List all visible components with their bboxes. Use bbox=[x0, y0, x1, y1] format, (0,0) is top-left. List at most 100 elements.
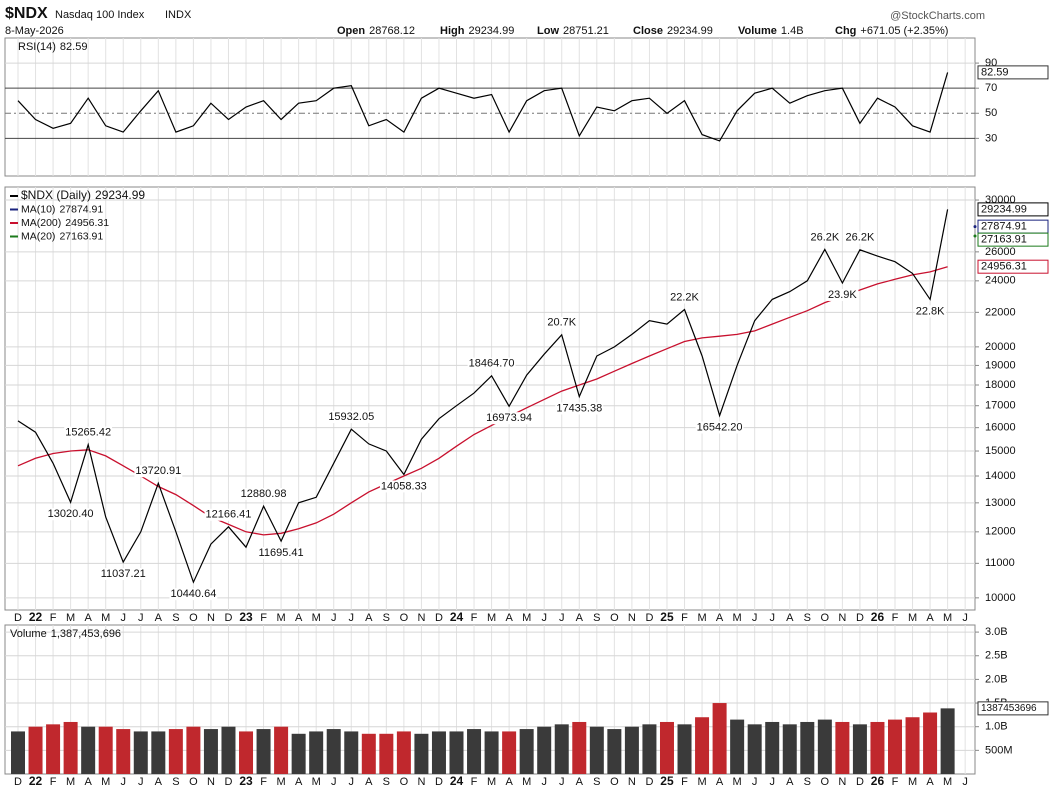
x-tick-label: A bbox=[84, 776, 92, 788]
annotation-box bbox=[546, 316, 578, 329]
volume-bar bbox=[607, 729, 622, 774]
x-tick-label: A bbox=[295, 776, 303, 788]
x-tick-label: A bbox=[786, 776, 794, 788]
x-tick-label: F bbox=[471, 776, 478, 788]
volume-bar bbox=[589, 726, 604, 774]
y-tick-label: 13000 bbox=[985, 497, 1016, 509]
x-tick-label: O bbox=[189, 612, 198, 624]
volume-bar bbox=[11, 731, 25, 774]
x-tick-label: S bbox=[172, 612, 179, 624]
volume-bar bbox=[133, 731, 148, 774]
legend-name: MA(10) bbox=[21, 203, 55, 215]
x-tick-label: F bbox=[681, 612, 688, 624]
volume-bar bbox=[46, 724, 61, 774]
annotation: 13020.40 bbox=[46, 508, 95, 521]
volume-bar bbox=[168, 729, 183, 774]
annotation-label: 10440.64 bbox=[170, 588, 216, 600]
x-tick-label: A bbox=[926, 776, 934, 788]
annotation-box bbox=[485, 412, 534, 425]
annotation-box bbox=[169, 588, 218, 601]
volume-bar bbox=[624, 726, 639, 774]
x-tick-label: J bbox=[541, 776, 547, 788]
value-box-label: 82.59 bbox=[981, 66, 1009, 78]
annotation: 17435.38 bbox=[555, 402, 604, 415]
volume-bar bbox=[905, 717, 920, 774]
x-tick-label: 26 bbox=[871, 774, 885, 788]
value-box-label: 1387453696 bbox=[981, 703, 1037, 714]
x-tick-label: F bbox=[260, 612, 267, 624]
volume-bar bbox=[291, 733, 306, 774]
annotation-label: 22.2K bbox=[670, 291, 699, 303]
x-tick-label: N bbox=[838, 612, 846, 624]
volume-bar bbox=[659, 721, 674, 774]
x-tick-label: M bbox=[66, 776, 75, 788]
value-box-label: 27163.91 bbox=[981, 234, 1027, 246]
x-tick-label: J bbox=[541, 612, 547, 624]
x-tick-label: M bbox=[101, 612, 110, 624]
x-tick-label: S bbox=[172, 776, 179, 788]
x-tick-label: D bbox=[645, 612, 653, 624]
x-tick-label: M bbox=[487, 612, 496, 624]
volume-last-box: 1387453696 bbox=[977, 701, 1049, 716]
legend-value: 27163.91 bbox=[59, 230, 103, 242]
x-tick-label: M bbox=[312, 776, 321, 788]
volume-bar bbox=[572, 721, 587, 774]
annotation-box bbox=[134, 465, 183, 478]
field-value: +671.05 (+2.35%) bbox=[860, 25, 948, 37]
symbol: $NDX bbox=[5, 5, 48, 22]
x-tick-label: O bbox=[610, 612, 619, 624]
x-tick-label: O bbox=[610, 776, 619, 788]
y-tick-label: 18000 bbox=[985, 379, 1016, 391]
legend-value: 24956.31 bbox=[65, 217, 109, 229]
x-tick-label: J bbox=[559, 776, 565, 788]
x-tick-label: D bbox=[645, 776, 653, 788]
x-tick-label: 23 bbox=[239, 610, 253, 624]
volume-bar bbox=[256, 729, 271, 774]
volume-bar bbox=[502, 731, 517, 774]
volume-bar bbox=[28, 726, 43, 774]
x-tick-label: 24 bbox=[450, 610, 464, 624]
x-tick-label: D bbox=[225, 612, 233, 624]
volume-bar bbox=[203, 729, 218, 774]
annotation-box bbox=[204, 508, 253, 521]
ma-last-marker bbox=[973, 234, 977, 238]
y-tick-label: 16000 bbox=[985, 422, 1016, 434]
x-tick-label: O bbox=[400, 612, 409, 624]
x-tick-label: N bbox=[838, 776, 846, 788]
annotation-label: 12166.41 bbox=[206, 509, 252, 521]
volume-bar bbox=[817, 719, 832, 774]
annotation-box bbox=[239, 488, 288, 501]
annotation-label: 15265.42 bbox=[65, 427, 111, 439]
volume-bar bbox=[782, 724, 797, 774]
y-tick-label: 3.0B bbox=[985, 626, 1008, 638]
date: 8-May-2026 bbox=[5, 25, 64, 37]
annotation-label: 15932.05 bbox=[328, 411, 374, 423]
field-label: Volume bbox=[738, 25, 777, 37]
x-tick-label: M bbox=[101, 776, 110, 788]
value-box bbox=[977, 232, 1049, 247]
ma-last-box: 27874.91 bbox=[977, 219, 1049, 234]
annotation-label: 26.2K bbox=[846, 232, 875, 244]
volume-bar bbox=[186, 726, 201, 774]
volume-bar bbox=[695, 717, 710, 774]
field-value: 29234.99 bbox=[667, 25, 713, 37]
x-tick-label: 25 bbox=[660, 774, 674, 788]
volume-title: Volume 1,387,453,696 bbox=[10, 628, 121, 640]
x-tick-label: S bbox=[383, 776, 390, 788]
rsi-last-box: 82.59 bbox=[977, 65, 1049, 80]
x-tick-label: F bbox=[471, 612, 478, 624]
y-tick-label: 500M bbox=[985, 744, 1013, 756]
x-tick-label: N bbox=[207, 776, 215, 788]
legend-name: $NDX (Daily) bbox=[21, 188, 91, 202]
volume-bar bbox=[537, 726, 552, 774]
x-tick-label: J bbox=[138, 776, 144, 788]
x-tick-label: A bbox=[926, 612, 934, 624]
volume-bar bbox=[677, 724, 692, 774]
annotation-label: 18464.70 bbox=[469, 358, 515, 370]
x-tick-label: M bbox=[697, 612, 706, 624]
x-tick-label: 25 bbox=[660, 610, 674, 624]
annotation-label: 13720.91 bbox=[135, 465, 181, 477]
volume-bar bbox=[431, 731, 446, 774]
volume-bar bbox=[63, 721, 78, 774]
